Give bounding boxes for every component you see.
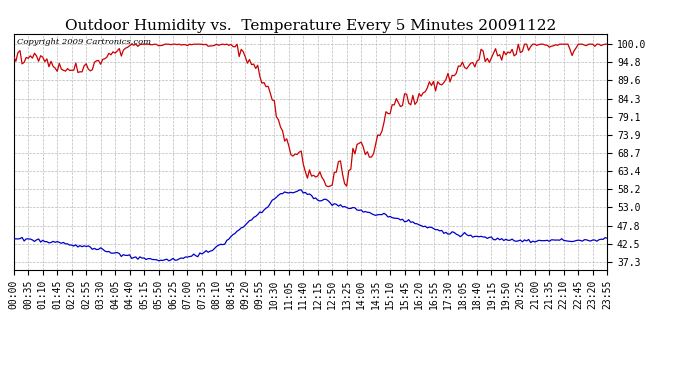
Text: Copyright 2009 Cartronics.com: Copyright 2009 Cartronics.com — [17, 39, 151, 46]
Title: Outdoor Humidity vs.  Temperature Every 5 Minutes 20091122: Outdoor Humidity vs. Temperature Every 5… — [65, 19, 556, 33]
